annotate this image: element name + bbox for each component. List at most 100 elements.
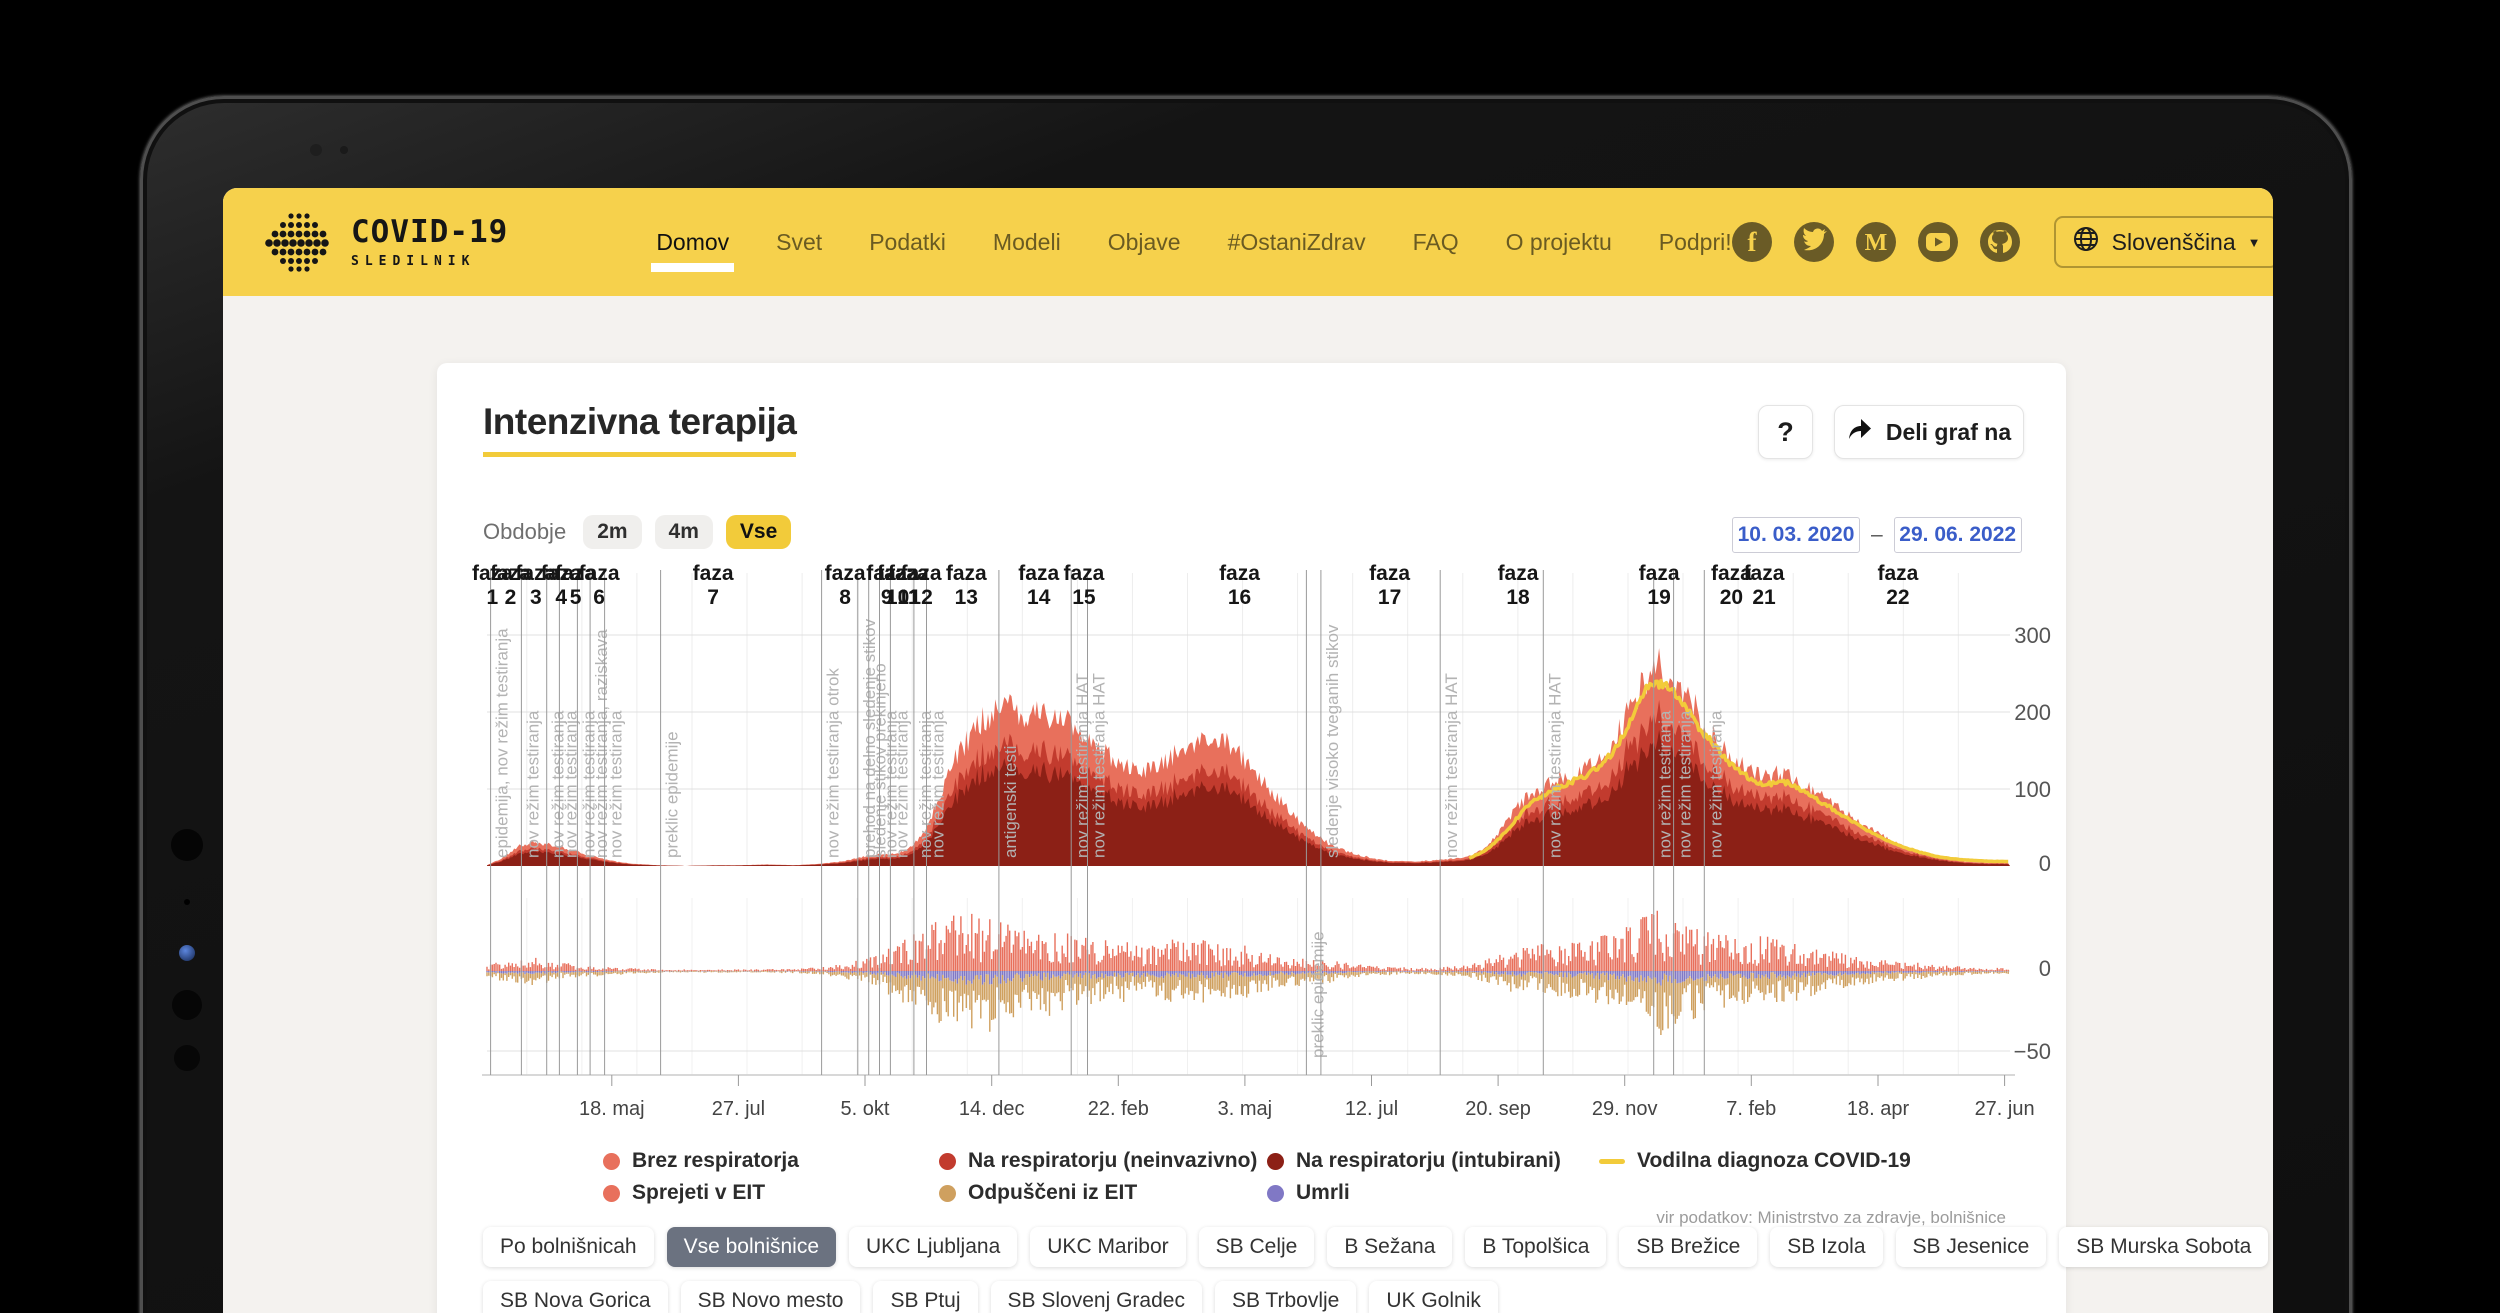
legend-item-umrli[interactable]: Umrli xyxy=(1267,1181,1350,1205)
youtube-icon[interactable] xyxy=(1917,222,1958,262)
svg-text:14. dec: 14. dec xyxy=(959,1098,1025,1120)
svg-text:faza: faza xyxy=(555,562,596,585)
svg-text:10: 10 xyxy=(886,586,909,609)
share-button-label: Deli graf na xyxy=(1885,418,2012,445)
bezel-camera-icon xyxy=(310,144,322,156)
hospital-filter-sb-bre-ice[interactable]: SB Brežice xyxy=(1619,1227,1758,1267)
period-option-4m[interactable]: 4m xyxy=(654,515,713,549)
svg-text:15: 15 xyxy=(1072,586,1096,609)
share-button[interactable]: Deli graf na xyxy=(1834,405,2024,459)
data-source-note: vir podatkov: Ministrstvo za zdravje, bo… xyxy=(1656,1208,2006,1227)
svg-text:18. maj: 18. maj xyxy=(579,1098,645,1120)
hospital-filter-po-bolni-nicah[interactable]: Po bolnišnicah xyxy=(483,1227,654,1267)
legend-item-vodilna-diagnoza-covid-19[interactable]: Vodilna diagnoza COVID-19 xyxy=(1599,1149,1911,1173)
svg-text:faza: faza xyxy=(490,562,531,585)
svg-text:nov režim testiranja, raziskav: nov režim testiranja, raziskava xyxy=(592,629,611,858)
nav-item-faq[interactable]: FAQ xyxy=(1412,228,1459,255)
svg-text:7: 7 xyxy=(707,586,719,609)
svg-text:nov režim testiranja: nov režim testiranja xyxy=(607,710,626,858)
svg-text:nov režim testiranja: nov režim testiranja xyxy=(882,710,901,858)
hospital-filter-vse-bolni-nice[interactable]: Vse bolnišnice xyxy=(666,1227,837,1267)
svg-text:18: 18 xyxy=(1506,586,1530,609)
svg-text:faza: faza xyxy=(1711,562,1752,585)
hospital-filter-ukc-ljubljana[interactable]: UKC Ljubljana xyxy=(849,1227,1018,1267)
chevron-down-icon: ▼ xyxy=(2247,234,2261,250)
language-selector[interactable]: Slovenščina ▼ xyxy=(2053,216,2273,268)
nav-item-podpri[interactable]: Podpri! xyxy=(1658,228,1732,255)
period-option-vse[interactable]: Vse xyxy=(725,515,792,549)
github-icon[interactable] xyxy=(1979,222,2020,262)
hospital-filter-sb-novo-mesto[interactable]: SB Novo mesto xyxy=(680,1281,861,1313)
svg-text:21: 21 xyxy=(1752,586,1776,609)
nav-item-domov[interactable]: Domov xyxy=(651,228,735,272)
svg-text:faza: faza xyxy=(946,562,987,585)
nav-item-podatki[interactable]: Podatki xyxy=(869,228,946,255)
twitter-icon[interactable] xyxy=(1793,222,1834,262)
globe-icon xyxy=(2072,225,2100,259)
svg-text:nov režim testiranja: nov režim testiranja xyxy=(929,710,948,858)
svg-text:preklic epidemije: preklic epidemije xyxy=(663,731,682,858)
date-from-input[interactable]: 10. 03. 2020 xyxy=(1732,517,1860,553)
medium-icon[interactable]: M xyxy=(1855,222,1896,262)
hospital-filter-ukc-maribor[interactable]: UKC Maribor xyxy=(1030,1227,1186,1267)
legend-item-na-respiratorju-intubirani[interactable]: Na respiratorju (intubirani) xyxy=(1267,1149,1561,1173)
legend-item-brez-respiratorja[interactable]: Brez respiratorja xyxy=(603,1149,799,1173)
svg-text:faza: faza xyxy=(1369,562,1410,585)
svg-text:200: 200 xyxy=(2014,700,2051,725)
legend-item-odpu-eni-iz-eit[interactable]: Odpuščeni iz EIT xyxy=(939,1181,1137,1205)
hospital-filter-sb-slovenj-gradec[interactable]: SB Slovenj Gradec xyxy=(990,1281,1202,1313)
hospital-filter-sb-jesenice[interactable]: SB Jesenice xyxy=(1895,1227,2047,1267)
hospital-filter-sb-izola[interactable]: SB Izola xyxy=(1770,1227,1883,1267)
svg-text:300: 300 xyxy=(2014,623,2051,648)
svg-text:11: 11 xyxy=(897,586,920,609)
sledilnik-logo[interactable]: COVID-19 SLEDILNIK xyxy=(263,208,508,277)
facebook-icon[interactable]: f xyxy=(1731,222,1772,262)
hospital-filter-sb-celje[interactable]: SB Celje xyxy=(1198,1227,1315,1267)
hospital-filter-sb-trbovlje[interactable]: SB Trbovlje xyxy=(1214,1281,1357,1313)
hospital-filter-sb-ptuj[interactable]: SB Ptuj xyxy=(873,1281,978,1313)
legend-item-sprejeti-v-eit[interactable]: Sprejeti v EIT xyxy=(603,1181,765,1205)
hospital-filter-row: SB Nova Gorica SB Novo mesto SB Ptuj SB Slo… xyxy=(483,1281,1498,1313)
hospital-filter-row: Po bolnišnicah Vse bolnišnice UKC Ljubljan… xyxy=(483,1227,2269,1267)
nav-item-modeli[interactable]: Modeli xyxy=(992,228,1061,255)
svg-text:nov režim testiranja: nov režim testiranja xyxy=(1656,710,1675,858)
period-option-2m[interactable]: 2m xyxy=(583,515,642,549)
legend-dot-swatch xyxy=(1267,1184,1284,1202)
hospital-filter-b-se-ana[interactable]: B Sežana xyxy=(1327,1227,1453,1267)
hospital-filter-b-topol-ica[interactable]: B Topolšica xyxy=(1465,1227,1607,1267)
side-camera-icon xyxy=(174,1045,200,1071)
lower-bars xyxy=(486,910,2009,1035)
chart-card: Intenzivna terapija ? Deli graf na Obdob… xyxy=(437,363,2269,1313)
legend-line-swatch xyxy=(1599,1158,1625,1164)
page-title: Intenzivna terapija xyxy=(483,401,797,457)
share-icon xyxy=(1847,416,1873,448)
svg-text:faza: faza xyxy=(472,562,513,585)
svg-text:sledenje stikov prekinjeno: sledenje stikov prekinjeno xyxy=(871,663,890,858)
annotations: epidemija, nov režim testiranja nov režim… xyxy=(490,570,1725,1075)
svg-text:17: 17 xyxy=(1378,586,1401,609)
legend-item-na-respiratorju-neinvazivno[interactable]: Na respiratorju (neinvazivno) xyxy=(939,1149,1257,1173)
svg-text:0: 0 xyxy=(2039,851,2051,876)
hospital-filter-sb-nova-gorica[interactable]: SB Nova Gorica xyxy=(483,1281,668,1313)
icu-chart[interactable]: epidemija, nov režim testiranja nov režim… xyxy=(437,558,2066,1138)
svg-text:faza: faza xyxy=(1744,562,1785,585)
language-label: Slovenščina xyxy=(2111,228,2236,255)
hospital-filter-uk-golnik[interactable]: UK Golnik xyxy=(1369,1281,1498,1313)
svg-text:4: 4 xyxy=(555,586,567,609)
date-to-input[interactable]: 29. 06. 2022 xyxy=(1893,517,2022,553)
nav-item-ostanizdrav[interactable]: #OstaniZdrav xyxy=(1227,228,1366,255)
nav-item-objave[interactable]: Objave xyxy=(1107,228,1181,255)
hospital-filter-sb-murska-sobota[interactable]: SB Murska Sobota xyxy=(2059,1227,2269,1267)
svg-text:19: 19 xyxy=(1647,586,1670,609)
logo-subtitle: SLEDILNIK xyxy=(351,253,476,269)
svg-text:faza: faza xyxy=(693,562,734,585)
legend-dot-swatch xyxy=(603,1184,620,1202)
legend-label: Na respiratorju (neinvazivno) xyxy=(968,1149,1258,1172)
svg-text:7. feb: 7. feb xyxy=(1726,1098,1776,1120)
svg-text:faza: faza xyxy=(901,562,942,585)
nav-item-svet[interactable]: Svet xyxy=(776,228,823,255)
side-camera-icon xyxy=(171,829,203,861)
nav-item-o-projektu[interactable]: O projektu xyxy=(1505,228,1612,255)
help-button[interactable]: ? xyxy=(1758,405,1813,459)
